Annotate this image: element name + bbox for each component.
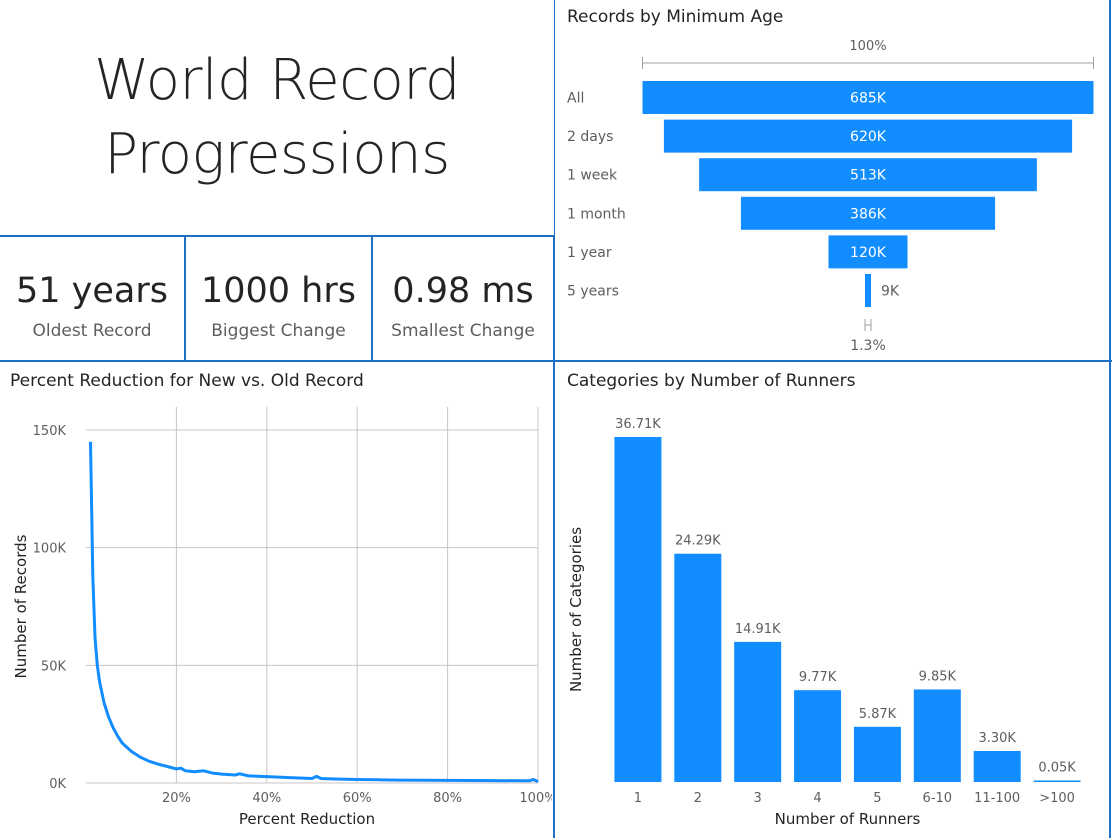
line-chart-x-tick: 100% — [519, 791, 552, 806]
bar-chart-data-label: 36.71K — [615, 417, 661, 432]
dashboard-title-line1: World Record — [94, 47, 460, 113]
funnel-value-label: 386K — [850, 206, 887, 222]
bar-chart-bar — [734, 641, 782, 782]
bar-chart-bar — [913, 689, 961, 782]
funnel-bar — [663, 119, 1073, 153]
bar-chart: 36.71K 1 24.29K 2 14.91K 3 9.77K 4 5.87K 5 9.85K 6-… — [567, 417, 1081, 828]
line-chart-y-tick: 100K — [33, 542, 67, 557]
line-chart-x-tick: 40% — [252, 791, 281, 806]
line-chart: 150K 100K 50K 0K 20% 40% 60% 80% 100% Percent Red… — [12, 407, 552, 828]
bar-chart-data-label: 9.85K — [919, 669, 957, 684]
funnel-category-label: 2 days — [567, 129, 613, 145]
bar-chart-bar — [794, 690, 842, 782]
bar-chart-x-tick: 3 — [754, 791, 762, 806]
bar-chart-x-axis-label: Number of Runners — [775, 810, 921, 828]
bar-chart-bar — [614, 437, 662, 782]
bar-chart-title: Categories by Number of Runners — [567, 371, 856, 391]
line-chart-y-tick: 0K — [49, 777, 66, 792]
dashboard-title: World Record Progressions — [94, 44, 460, 192]
bar-chart-x-tick: 4 — [813, 791, 821, 806]
divider-vertical — [553, 0, 555, 838]
funnel-value-label: 685K — [850, 91, 887, 107]
divider-right-edge — [1109, 0, 1111, 838]
funnel-category-label: 1 month — [567, 206, 626, 222]
funnel-chart: 100% All 685K 2 days 620K 1 week 513K 1 month 38… — [567, 39, 1094, 354]
kpi-value: 51 years — [16, 271, 168, 311]
bar-chart-bar — [973, 750, 1021, 782]
funnel-bar — [699, 158, 1037, 192]
kpi-value: 0.98 ms — [392, 271, 534, 311]
divider-kpi-1 — [184, 236, 186, 361]
bar-chart-data-label: 24.29K — [675, 534, 721, 549]
bar-chart-data-label: 14.91K — [735, 622, 781, 637]
divider-kpi-2 — [371, 236, 373, 361]
bar-chart-data-label: 5.87K — [859, 707, 897, 722]
line-chart-x-tick: 80% — [433, 791, 462, 806]
funnel-chart-title: Records by Minimum Age — [567, 7, 784, 27]
dashboard-title-line2: Progressions — [104, 121, 450, 187]
kpi-label: Biggest Change — [211, 321, 346, 341]
bar-chart-x-tick: 1 — [634, 791, 642, 806]
funnel-category-label: 1 week — [567, 168, 618, 184]
bar-chart-y-axis-label: Number of Categories — [567, 527, 585, 692]
line-chart-y-axis-label: Number of Records — [12, 534, 30, 678]
bar-chart-bar — [853, 726, 901, 782]
funnel-category-label: 1 year — [567, 245, 612, 261]
line-chart-title: Percent Reduction for New vs. Old Record — [10, 371, 364, 391]
divider-middle — [0, 360, 1112, 362]
funnel-bar — [740, 196, 996, 230]
funnel-value-label: 9K — [881, 284, 900, 300]
funnel-value-label: 513K — [850, 168, 887, 184]
bar-chart-x-tick: >100 — [1039, 791, 1075, 806]
funnel-bottom-percent: 1.3% — [850, 338, 886, 354]
bar-chart-bar — [1033, 780, 1081, 782]
funnel-value-label: 620K — [850, 129, 887, 145]
funnel-bar — [865, 274, 871, 307]
funnel-bar — [642, 81, 1094, 114]
funnel-value-label: 120K — [850, 245, 887, 261]
kpi-label: Oldest Record — [32, 321, 152, 341]
bar-chart-bar — [674, 553, 722, 782]
bar-chart-x-tick: 5 — [873, 791, 881, 806]
line-chart-y-tick: 150K — [33, 424, 67, 439]
line-chart-y-tick: 50K — [41, 659, 67, 674]
kpi-card-smallest-change[interactable]: 0.98 ms Smallest Change — [373, 238, 553, 360]
bar-chart-x-tick: 2 — [694, 791, 702, 806]
bar-chart-x-tick: 11-100 — [974, 791, 1020, 806]
kpi-card-oldest-record[interactable]: 51 years Oldest Record — [0, 238, 184, 360]
line-chart-series — [89, 441, 539, 783]
bar-chart-data-label: 9.77K — [799, 670, 837, 685]
funnel-category-label: All — [567, 91, 584, 107]
line-chart-x-axis-label: Percent Reduction — [239, 810, 375, 828]
funnel-top-percent: 100% — [849, 39, 886, 54]
line-chart-x-tick: 60% — [343, 791, 372, 806]
line-chart-x-tick: 20% — [162, 791, 191, 806]
bar-chart-data-label: 3.30K — [978, 731, 1016, 746]
funnel-bar — [828, 235, 908, 269]
kpi-label: Smallest Change — [391, 321, 535, 341]
divider-left-top — [0, 235, 554, 237]
kpi-value: 1000 hrs — [200, 271, 356, 311]
funnel-category-label: 5 years — [567, 284, 619, 300]
kpi-card-biggest-change[interactable]: 1000 hrs Biggest Change — [186, 238, 371, 360]
bar-chart-x-tick: 6-10 — [923, 791, 953, 806]
dashboard-title-panel: World Record Progressions — [0, 0, 554, 235]
bar-chart-data-label: 0.05K — [1038, 761, 1076, 776]
